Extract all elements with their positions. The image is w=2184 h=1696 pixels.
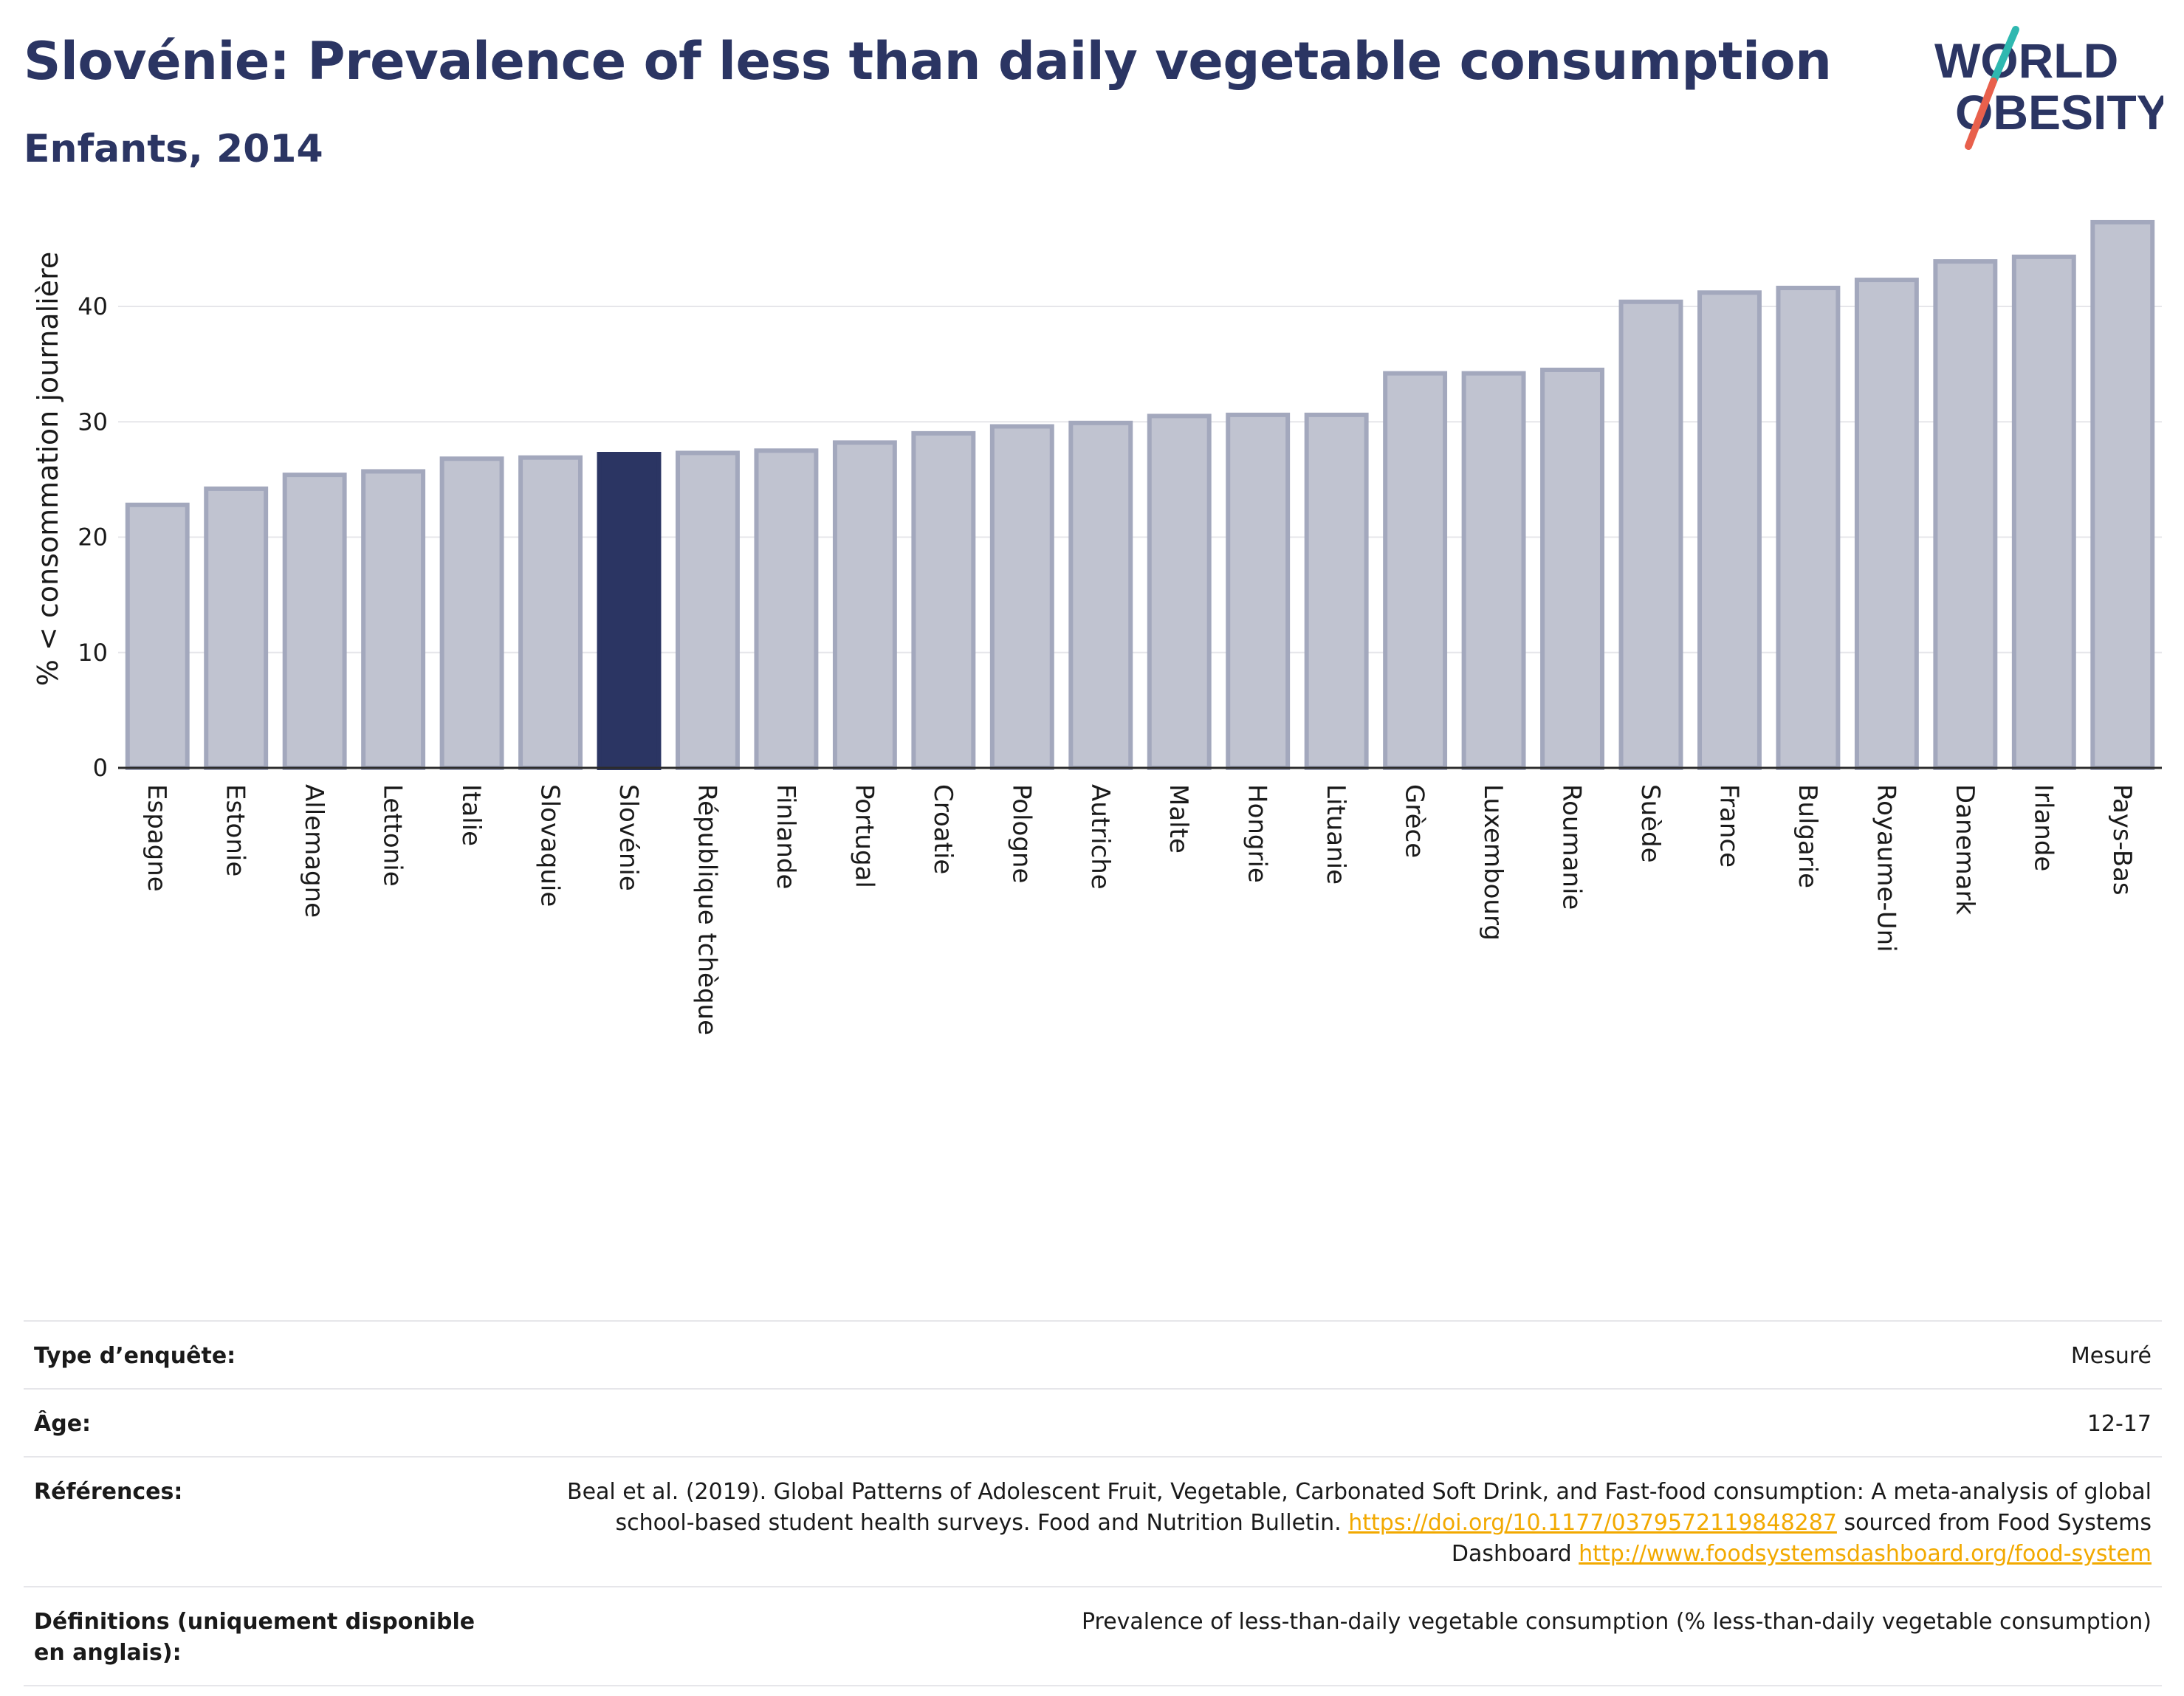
x-tick-label: Roumanie: [1557, 784, 1587, 910]
x-tick-label: Allemagne: [299, 784, 329, 918]
x-tick-label: Lituanie: [1321, 784, 1350, 885]
bar-irlande: [2011, 254, 2076, 770]
table-row: Type d’enquête: Mesuré: [24, 1320, 2162, 1388]
reference-text: sourced from Food Systems Dashboard: [1451, 1510, 2152, 1567]
chart-subtitle: Enfants, 2014: [24, 127, 323, 171]
row-label: Références:: [34, 1479, 183, 1505]
bar-espagne: [125, 502, 190, 770]
metadata-table: Type d’enquête: Mesuré Âge: 12-17 Référe…: [24, 1320, 2162, 1686]
bar-finlande: [754, 448, 819, 770]
x-tick-label: Espagne: [142, 784, 171, 892]
bar-allemagne: [282, 473, 347, 770]
x-tick-label: Finlande: [771, 784, 800, 889]
x-tick-label: Italie: [456, 784, 486, 846]
bar-slovaquie: [518, 455, 583, 770]
bar-république-tchèque: [676, 450, 740, 770]
y-tick-label: 30: [78, 408, 108, 436]
bar-chart: 0 10 20 30 40 % < consommation journalière Esp…: [32, 219, 2162, 1035]
x-tick-label: Grèce: [1400, 784, 1429, 858]
row-label: Âge:: [34, 1411, 92, 1437]
row-value: 12-17: [2087, 1411, 2152, 1437]
chart-title: Slovénie: Prevalence of less than daily …: [24, 31, 1832, 92]
row-value: Mesuré: [2070, 1343, 2152, 1369]
y-tick-label: 10: [78, 639, 108, 667]
x-tick-label: France: [1714, 784, 1743, 868]
x-tick-label: Suède: [1635, 784, 1665, 863]
x-tick-label: Royaume-Uni: [1871, 784, 1900, 952]
table-row: Âge: 12-17: [24, 1388, 2162, 1456]
bar-malte: [1147, 413, 1212, 770]
bar-autriche: [1068, 420, 1133, 770]
bar-lituanie: [1304, 412, 1369, 770]
x-tick-label: République tchèque: [692, 784, 721, 1035]
bar-slovénie: [597, 452, 662, 770]
reference-text: Beal et al. (2019). Global Patterns of A…: [566, 1479, 2152, 1536]
bar-grèce: [1383, 371, 1448, 770]
x-tick-label: Irlande: [2028, 784, 2058, 871]
x-tick-label: Hongrie: [1243, 784, 1272, 883]
table-row: Définitions (uniquement disponible en an…: [24, 1586, 2162, 1686]
world-obesity-logo: WORLD OBESITY: [1934, 26, 2163, 150]
x-tick-label: Danemark: [1950, 784, 1979, 915]
bar-estonie: [204, 486, 269, 770]
bar-italie: [439, 456, 504, 770]
x-tick-label: Portugal: [849, 784, 879, 888]
bar-roumanie: [1540, 367, 1604, 770]
x-tick-label: Lettonie: [378, 784, 408, 887]
x-tick-label: Autriche: [1085, 784, 1115, 890]
bar-pays-bas: [2090, 219, 2155, 770]
bar-luxembourg: [1461, 371, 1526, 770]
x-tick-label: Bulgarie: [1793, 784, 1822, 888]
doi-link[interactable]: https://doi.org/10.1177/0379572119848287: [1348, 1510, 1837, 1536]
x-tick-label: Pologne: [1006, 784, 1036, 883]
bar-danemark: [1933, 259, 1998, 770]
y-axis-label: % < consommation journalière: [32, 252, 64, 686]
x-tick-label: Slovaquie: [535, 784, 565, 907]
x-tick-label: Pays-Bas: [2107, 784, 2137, 896]
x-tick-label: Malte: [1164, 784, 1193, 854]
row-value: Prevalence of less-than-daily vegetable …: [1081, 1609, 2152, 1635]
x-tick-label: Luxembourg: [1478, 784, 1508, 941]
row-label: Type d’enquête:: [34, 1343, 236, 1369]
row-label: Définitions (uniquement disponible en an…: [34, 1609, 475, 1666]
x-tick-label: Croatie: [928, 784, 958, 874]
x-tick-label: Slovénie: [614, 784, 643, 891]
bar-france: [1697, 290, 1762, 770]
bar-lettonie: [361, 469, 426, 770]
bar-pologne: [989, 424, 1054, 770]
x-tick-label: Estonie: [221, 784, 250, 876]
table-row: Références: Beal et al. (2019). Global P…: [24, 1456, 2162, 1586]
y-tick-label: 0: [93, 754, 108, 782]
dashboard-link[interactable]: http://www.foodsystemsdashboard.org/food…: [1579, 1541, 2152, 1567]
bar-hongrie: [1226, 412, 1291, 770]
y-tick-label: 40: [78, 292, 108, 320]
row-value: Beal et al. (2019). Global Patterns of A…: [506, 1477, 2152, 1570]
bar-croatie: [911, 430, 976, 770]
bar-suède: [1618, 299, 1683, 770]
bar-bulgarie: [1776, 286, 1841, 770]
y-tick-label: 20: [78, 523, 108, 552]
bar-royaume-uni: [1854, 278, 1919, 770]
svg-text:WORLD: WORLD: [1934, 33, 2118, 88]
bar-portugal: [832, 440, 897, 770]
